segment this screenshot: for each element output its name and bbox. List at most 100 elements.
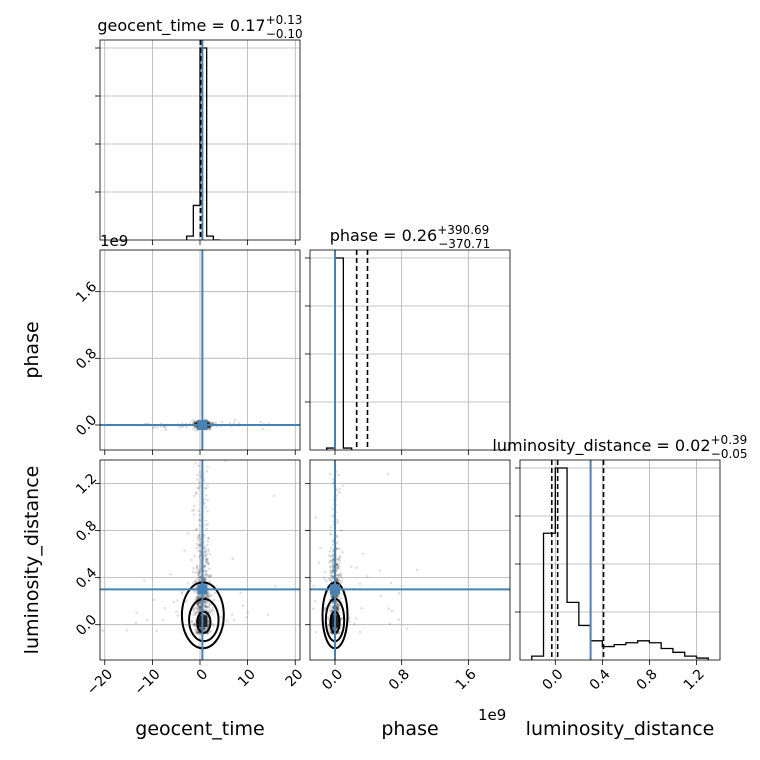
panel-content — [100, 250, 300, 450]
sample-point — [310, 579, 312, 583]
sample-point — [228, 422, 232, 425]
sample-point — [331, 567, 335, 570]
sample-point — [194, 492, 198, 495]
sample-point — [193, 421, 196, 425]
sample-point — [337, 603, 340, 607]
sample-point — [204, 595, 208, 599]
sample-point — [195, 565, 199, 568]
title-main: phase = 0.26 — [330, 226, 437, 245]
sample-point — [197, 601, 201, 605]
sample-point — [263, 472, 266, 475]
sample-point — [336, 606, 339, 609]
sample-point — [204, 519, 208, 523]
sample-point — [194, 631, 197, 634]
sample-point — [198, 543, 202, 547]
sample-point — [196, 609, 200, 612]
panel-title-geocent_time: geocent_time = 0.17+0.13 −0.10 — [97, 13, 302, 41]
sample-point — [199, 474, 202, 477]
sample-point — [336, 608, 339, 611]
sample-point — [265, 628, 268, 631]
sample-point — [336, 604, 339, 608]
sample-point — [329, 526, 333, 529]
sample-point — [237, 421, 241, 425]
sample-point — [329, 434, 332, 437]
sample-point — [207, 426, 211, 430]
sample-point — [224, 460, 227, 463]
sample-point — [203, 626, 206, 630]
sample-point — [232, 421, 236, 425]
title-sub: −0.10 — [266, 27, 303, 41]
sample-point — [331, 594, 334, 598]
sample-point — [195, 578, 199, 582]
sample-point — [348, 620, 351, 623]
y-tick-label: 0.4 — [73, 565, 100, 592]
density-contour — [188, 597, 220, 643]
sample-point — [314, 630, 318, 634]
sample-point — [190, 620, 194, 624]
sample-point — [152, 426, 155, 430]
sample-point — [211, 622, 215, 626]
sample-point — [314, 516, 318, 519]
title-sup: +390.69 — [437, 223, 489, 237]
sample-point — [331, 604, 335, 608]
sample-point — [336, 573, 340, 577]
sample-point — [196, 576, 200, 579]
sample-point — [209, 630, 213, 633]
sample-point — [203, 627, 206, 630]
sample-point — [203, 554, 207, 558]
sample-point — [330, 595, 334, 599]
y-axis-label-phase: phase — [21, 321, 43, 378]
panel-content — [531, 460, 709, 660]
sample-point — [336, 579, 340, 582]
sample-point — [379, 594, 383, 598]
x-tick-label: 0.4 — [587, 666, 614, 693]
x-tick-label: 1.6 — [453, 666, 480, 693]
sample-point — [327, 554, 331, 557]
sample-point — [176, 614, 180, 617]
sample-point — [336, 604, 340, 607]
sample-point — [338, 559, 341, 563]
sample-point — [337, 473, 340, 477]
sample-point — [331, 575, 335, 578]
sample-point — [332, 477, 335, 481]
sample-point — [193, 425, 197, 429]
sample-point — [206, 586, 210, 590]
sample-point — [348, 616, 351, 619]
sample-point — [195, 611, 198, 614]
x-tick-label: −20 — [84, 666, 116, 698]
sample-point — [196, 478, 200, 481]
sample-point — [199, 518, 202, 522]
truth-marker — [330, 584, 340, 595]
sample-point — [329, 554, 332, 558]
sample-point — [386, 472, 389, 476]
sample-point — [302, 616, 305, 619]
sample-point — [312, 584, 316, 587]
sample-point — [205, 572, 208, 576]
y-tick-label: 0.0 — [73, 412, 100, 439]
sample-point — [197, 486, 201, 490]
sample-point — [329, 571, 333, 574]
sample-point — [202, 578, 206, 581]
sample-point — [197, 579, 201, 582]
sample-point — [194, 428, 198, 432]
sample-point — [196, 595, 200, 598]
sample-point — [331, 558, 335, 561]
sample-point — [180, 592, 184, 595]
sample-point — [199, 594, 202, 598]
sample-point — [192, 622, 196, 626]
sample-point — [206, 561, 210, 565]
sample-point — [194, 625, 198, 628]
sample-point — [197, 576, 201, 579]
sample-point — [332, 575, 335, 578]
sample-point — [327, 590, 330, 594]
sample-point — [194, 571, 197, 575]
sample-point — [340, 617, 343, 621]
sample-point — [337, 574, 340, 578]
sample-point — [198, 484, 201, 488]
sample-point — [203, 627, 206, 631]
sample-point — [405, 627, 409, 630]
sample-point — [198, 569, 202, 572]
sample-point — [207, 567, 211, 571]
panel-phase-phase: phase = 0.26+390.69 −370.71 — [305, 223, 511, 455]
sample-point — [335, 563, 339, 567]
